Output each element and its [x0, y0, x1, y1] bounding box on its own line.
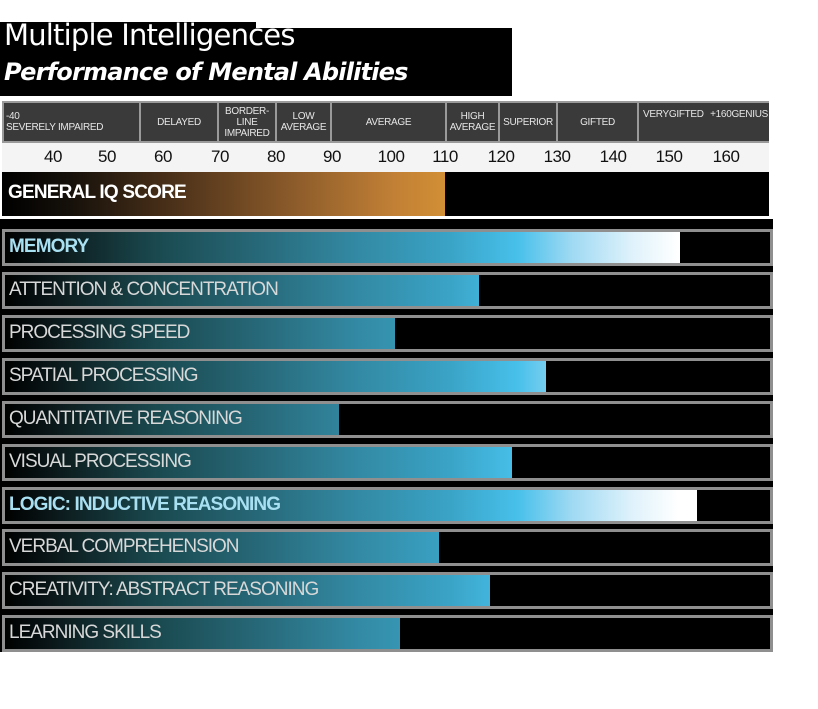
title-background	[0, 22, 256, 32]
ability-label: QUANTITATIVE REASONING	[9, 408, 243, 429]
ability-label: VERBAL COMPREHENSION	[9, 536, 240, 557]
ability-label: CREATIVITY: ABSTRACT REASONING	[9, 579, 319, 600]
ability-bar	[5, 618, 401, 649]
general-iq-label: GENERAL IQ SCORE	[8, 182, 187, 203]
tick-label: 60	[154, 147, 172, 166]
ability-row: MEMORY	[2, 229, 773, 266]
tick-label: 110	[432, 147, 458, 166]
tick-label: 70	[211, 147, 229, 166]
category-genius: +160GENIUS	[710, 109, 768, 120]
ability-row: QUANTITATIVE REASONING	[2, 401, 773, 438]
category-gifted: GIFTED	[558, 103, 639, 141]
ability-label: LEARNING SKILLS	[9, 622, 162, 643]
tick-label: 90	[323, 147, 341, 166]
category-high-average: HIGH AVERAGE	[447, 103, 500, 141]
ability-label: SPATIAL PROCESSING	[9, 365, 199, 386]
tick-label: 80	[267, 147, 285, 166]
tick-label: 50	[98, 147, 116, 166]
ability-bar	[5, 575, 490, 606]
ability-row: CREATIVITY: ABSTRACT REASONING	[2, 572, 773, 609]
scale-axis: 40 50 60 70 80 90 100 110 120 130 140 15…	[2, 143, 769, 172]
ability-label: ATTENTION & CONCENTRATION	[9, 279, 279, 300]
category-borderline-impaired: BORDER-LINE IMPAIRED	[219, 103, 277, 141]
ability-label: PROCESSING SPEED	[9, 322, 190, 343]
tick-label: 140	[599, 147, 627, 166]
category-delayed: DELAYED	[141, 103, 219, 141]
ability-bar	[5, 404, 339, 435]
category-very-gifted-genius: VERYGIFTED +160GENIUS	[639, 103, 771, 141]
ability-row: PROCESSING SPEED	[2, 315, 773, 352]
category-superior: SUPERIOR	[500, 103, 558, 141]
category-severely-impaired: -40 SEVERELY IMPAIRED	[4, 103, 141, 141]
ability-bar	[5, 490, 697, 521]
category-low-average: LOW AVERAGE	[277, 103, 332, 141]
general-iq-bar	[2, 172, 445, 216]
tick-label: 40	[44, 147, 62, 166]
ability-row: ATTENTION & CONCENTRATION	[2, 272, 773, 309]
chart-subtitle: Performance of Mental Abilities	[4, 58, 408, 86]
ability-bar	[5, 232, 681, 263]
ability-bar	[5, 532, 440, 563]
title-background	[0, 28, 512, 96]
ability-label: LOGIC: INDUCTIVE REASONING	[9, 494, 281, 515]
ability-row: LOGIC: INDUCTIVE REASONING	[2, 487, 773, 524]
ability-row: VISUAL PROCESSING	[2, 444, 773, 481]
category-band-header: -40 SEVERELY IMPAIRED DELAYED BORDER-LINE…	[2, 101, 769, 143]
ability-row: LEARNING SKILLS	[2, 615, 773, 652]
ability-bar	[5, 361, 546, 392]
chart-title: Multiple Intelligences	[4, 18, 295, 52]
general-iq-row: GENERAL IQ SCORE	[2, 172, 769, 216]
category-very-gifted: VERYGIFTED	[643, 109, 704, 120]
tick-label: 120	[487, 147, 515, 166]
ability-bar	[5, 447, 513, 478]
category-average: AVERAGE	[332, 103, 447, 141]
tick-label: 160	[712, 147, 740, 166]
ability-label: MEMORY	[9, 236, 89, 257]
tick-label: 150	[655, 147, 683, 166]
tick-label: 100	[377, 147, 405, 166]
ability-row: VERBAL COMPREHENSION	[2, 529, 773, 566]
ability-bar	[5, 275, 479, 306]
tick-label: 130	[543, 147, 571, 166]
ability-row: SPATIAL PROCESSING	[2, 358, 773, 395]
ability-label: VISUAL PROCESSING	[9, 451, 192, 472]
ability-bar	[5, 318, 395, 349]
